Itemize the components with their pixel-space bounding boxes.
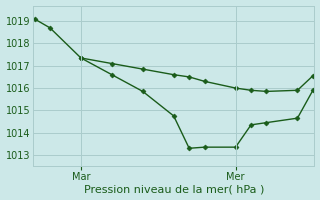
- X-axis label: Pression niveau de la mer( hPa ): Pression niveau de la mer( hPa ): [84, 184, 264, 194]
